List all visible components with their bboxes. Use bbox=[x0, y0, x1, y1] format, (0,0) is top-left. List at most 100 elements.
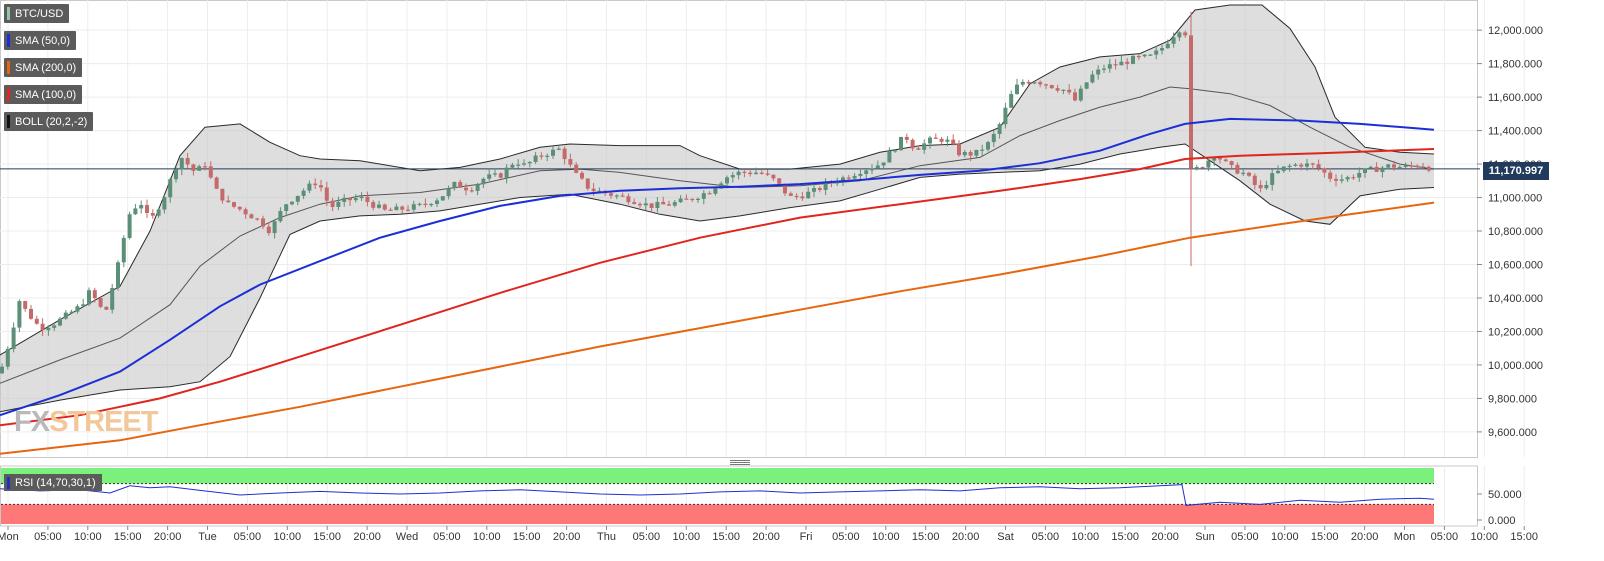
legend-rsi-label: RSI (14,70,30,1) bbox=[15, 476, 96, 489]
price-axis: 12,000.000 11,800.000 11,600.000 11,400.000… bbox=[1477, 25, 1543, 439]
time-tick-label: 15:00 bbox=[313, 531, 341, 543]
candle-body bbox=[394, 206, 399, 211]
candle-body bbox=[11, 327, 16, 349]
candle-body bbox=[580, 172, 584, 179]
candle-body bbox=[319, 185, 323, 188]
candle-body bbox=[290, 201, 294, 205]
candle-body bbox=[748, 172, 753, 175]
legend-symbol[interactable]: BTC/USD bbox=[4, 4, 70, 23]
legend-sma50[interactable]: SMA (50,0) bbox=[4, 31, 77, 50]
candle-body bbox=[974, 149, 979, 156]
candle-body bbox=[5, 348, 10, 367]
candle-body bbox=[1194, 167, 1199, 169]
legend-sma200[interactable]: SMA (200,0) bbox=[4, 58, 83, 77]
time-tick-label: 05:00 bbox=[234, 531, 262, 543]
candle-body bbox=[655, 201, 660, 208]
candle-body bbox=[353, 198, 358, 201]
candle-body bbox=[1293, 164, 1298, 166]
candle-body bbox=[487, 174, 492, 179]
candle-body bbox=[1038, 82, 1043, 85]
candle-body bbox=[1177, 32, 1182, 38]
candle-body bbox=[1102, 68, 1106, 70]
candle-body bbox=[1154, 50, 1159, 55]
candle-body bbox=[423, 203, 428, 205]
candle-body bbox=[893, 150, 898, 152]
candle-body bbox=[295, 195, 300, 202]
candle-body bbox=[324, 187, 329, 201]
rsi-oversold-zone bbox=[1, 504, 1434, 524]
candle-body bbox=[1049, 85, 1054, 89]
time-tick-label: 10:00 bbox=[872, 531, 900, 543]
legend-rsi[interactable]: RSI (14,70,30,1) bbox=[4, 474, 102, 491]
candle-body bbox=[1171, 37, 1176, 44]
candle-body bbox=[684, 198, 689, 200]
candle-body bbox=[249, 214, 254, 219]
candle-body bbox=[632, 202, 637, 204]
time-tick-label: 05:00 bbox=[1231, 531, 1259, 543]
candle-body bbox=[1131, 56, 1135, 64]
candle-body bbox=[1061, 89, 1066, 91]
candle-body bbox=[522, 163, 526, 165]
moving-averages bbox=[0, 117, 1435, 455]
candle-body bbox=[411, 204, 416, 210]
candle-body bbox=[1015, 84, 1019, 95]
candle-body bbox=[1380, 167, 1385, 172]
candle-body bbox=[220, 188, 225, 201]
candle-body bbox=[1212, 158, 1217, 161]
candle-body bbox=[81, 304, 86, 307]
sma50-line bbox=[0, 117, 1435, 417]
time-tick-label: 20:00 bbox=[1351, 531, 1379, 543]
candle-body bbox=[452, 181, 457, 189]
candle-body bbox=[870, 168, 874, 171]
time-tick-label: 15:00 bbox=[1111, 531, 1139, 543]
candle-body bbox=[986, 142, 990, 150]
candle-body bbox=[574, 164, 579, 173]
candle-body bbox=[69, 311, 74, 313]
time-tick-label: 15:00 bbox=[114, 531, 142, 543]
candle-body bbox=[1009, 94, 1014, 108]
candle-body bbox=[284, 204, 289, 211]
candle-body bbox=[493, 173, 497, 175]
time-tick-label: Sat bbox=[997, 531, 1014, 543]
sma100-line bbox=[0, 148, 1435, 427]
pane-splitter-handle[interactable] bbox=[730, 459, 750, 465]
legend-sma100-label: SMA (100,0) bbox=[15, 88, 77, 101]
candle-body bbox=[922, 143, 927, 150]
candle-body bbox=[92, 290, 97, 299]
candle-body bbox=[307, 183, 312, 191]
candle-body bbox=[458, 181, 463, 188]
candle-body bbox=[777, 178, 782, 184]
candle-body bbox=[377, 204, 381, 208]
legend-sma100[interactable]: SMA (100,0) bbox=[4, 85, 83, 104]
candle-body bbox=[1421, 166, 1425, 168]
price-tick-label: 9,800.000 bbox=[1488, 393, 1537, 405]
candle-body bbox=[1096, 69, 1101, 75]
candle-body bbox=[846, 177, 851, 179]
candle-body bbox=[1241, 172, 1246, 174]
candle-body bbox=[0, 366, 4, 374]
legend-boll[interactable]: BOLL (20,2,-2) bbox=[4, 112, 94, 131]
candle-body bbox=[609, 193, 613, 196]
time-tick-label: 10:00 bbox=[74, 531, 102, 543]
candle-body bbox=[1223, 159, 1228, 162]
candle-body bbox=[1142, 54, 1147, 57]
boll-lower-line bbox=[0, 143, 1435, 413]
candle-body bbox=[1357, 172, 1362, 178]
candle-body bbox=[1218, 158, 1222, 160]
candle-body bbox=[162, 197, 167, 210]
candle-body bbox=[1334, 178, 1338, 181]
symbol-swatch bbox=[7, 7, 10, 20]
legend-sma50-label: SMA (50,0) bbox=[15, 34, 71, 47]
candle-body bbox=[1392, 164, 1396, 168]
candle-body bbox=[1299, 164, 1304, 167]
legend-symbol-label: BTC/USD bbox=[15, 7, 64, 20]
candle-body bbox=[464, 187, 468, 191]
candle-body bbox=[1165, 43, 1170, 49]
candle-body bbox=[1084, 82, 1089, 89]
candle-body bbox=[1281, 166, 1286, 171]
candle-body bbox=[916, 148, 921, 150]
candle-body bbox=[545, 155, 550, 157]
candle-body bbox=[261, 218, 265, 227]
candle-body bbox=[562, 148, 567, 160]
